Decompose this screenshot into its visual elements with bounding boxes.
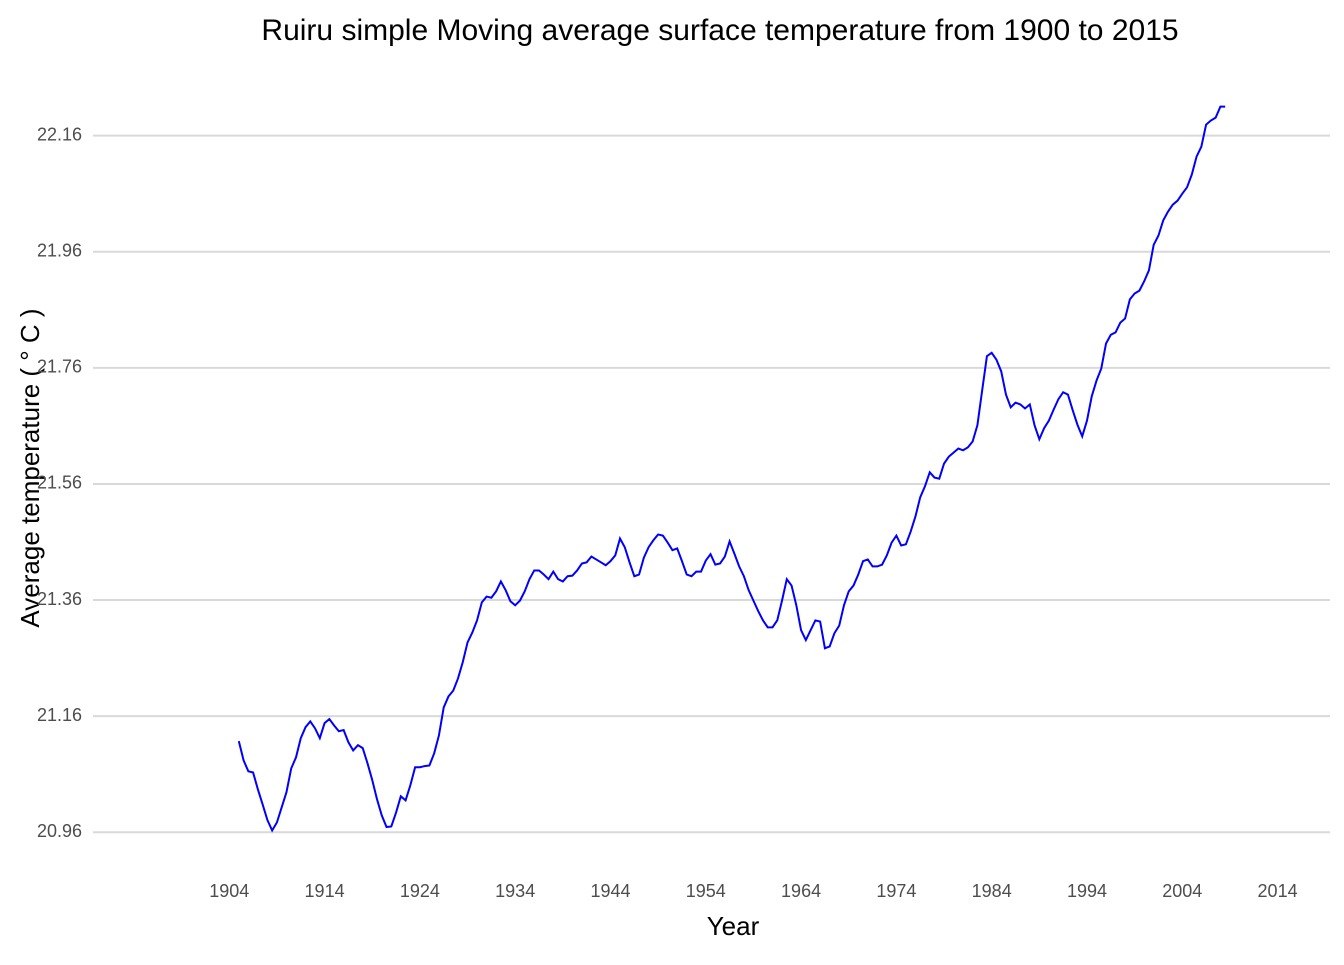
y-axis-label: Average temperature ( ° C ) — [15, 308, 45, 627]
y-tick-label: 21.36 — [37, 589, 82, 609]
chart-title: Ruiru simple Moving average surface temp… — [261, 14, 1178, 47]
y-tick-label: 21.56 — [37, 473, 82, 493]
x-axis-label: Year — [707, 911, 760, 941]
x-tick-label: 1944 — [590, 881, 630, 901]
x-tick-label: 1994 — [1067, 881, 1107, 901]
x-tick-label: 1974 — [876, 881, 916, 901]
x-tick-label: 1964 — [781, 881, 821, 901]
y-tick-label: 21.16 — [37, 705, 82, 725]
x-tick-label: 2004 — [1162, 881, 1202, 901]
x-tick-label: 1914 — [305, 881, 345, 901]
y-tick-label: 20.96 — [37, 821, 82, 841]
y-tick-label: 22.16 — [37, 124, 82, 144]
x-tick-label: 1984 — [972, 881, 1012, 901]
x-tick-label: 1904 — [209, 881, 249, 901]
x-tick-label: 1934 — [495, 881, 535, 901]
x-tick-label: 1924 — [400, 881, 440, 901]
line-series — [237, 105, 1226, 833]
x-tick-label: 2014 — [1258, 881, 1298, 901]
x-tick-label: 1954 — [686, 881, 726, 901]
y-tick-label: 21.96 — [37, 240, 82, 260]
y-tick-label: 21.76 — [37, 357, 82, 377]
